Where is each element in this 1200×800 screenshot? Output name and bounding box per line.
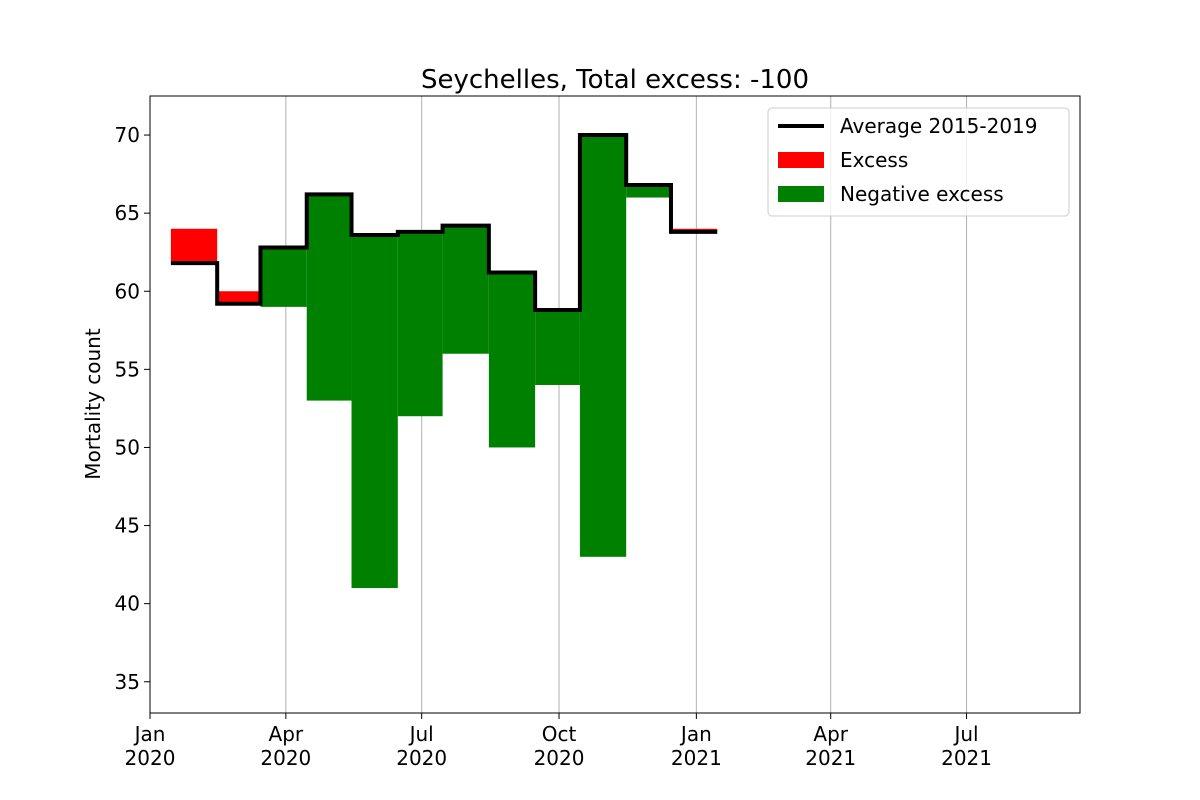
negative-excess-bar: [579, 135, 627, 557]
legend-excess-label: Excess: [840, 148, 908, 172]
x-tick-label-month: Jul: [952, 722, 978, 746]
x-tick-label-month: Apr: [269, 722, 304, 746]
x-tick-label-month: Jan: [679, 722, 712, 746]
x-tick-label-month: Apr: [813, 722, 848, 746]
x-tick-label-month: Jul: [408, 722, 434, 746]
negative-excess-bar: [442, 225, 489, 354]
x-axis-ticks: Jan2020Apr2020Jul2020Oct2020Jan2021Apr20…: [125, 713, 992, 770]
legend-box: [767, 107, 1070, 217]
average-step-line: [170, 133, 718, 312]
excess-bar: [170, 228, 218, 264]
y-tick-label: 65: [115, 201, 140, 225]
y-tick-label: 55: [115, 357, 140, 381]
y-tick-label: 60: [115, 279, 140, 303]
legend-average-label: Average 2015-2019: [840, 114, 1038, 138]
x-tick-label-month: Jan: [133, 722, 166, 746]
negative-excess-bar: [535, 309, 580, 385]
y-tick-label: 40: [115, 592, 140, 616]
plot-frame: [149, 95, 1081, 714]
x-tick-label-year: 2020: [534, 746, 585, 770]
negative-excess-bar: [397, 231, 443, 417]
x-tick-label-year: 2021: [941, 746, 992, 770]
y-axis-label: Mortality count: [81, 328, 105, 480]
excess-bar: [217, 291, 261, 304]
y-tick-label: 35: [115, 670, 140, 694]
y-tick-label: 45: [115, 514, 140, 538]
legend-negative-excess-label: Negative excess: [840, 182, 1004, 206]
average-line: [170, 133, 718, 312]
negative-excess-bar: [351, 235, 398, 589]
chart-title: Seychelles, Total excess: -100: [421, 65, 809, 95]
negative-excess-bar: [488, 272, 536, 448]
negative-excess-bar: [260, 247, 307, 307]
legend-excess-swatch: [778, 152, 824, 168]
y-tick-label: 50: [115, 435, 140, 459]
x-tick-label-year: 2020: [260, 746, 311, 770]
x-tick-label-year: 2020: [396, 746, 447, 770]
y-axis-ticks: 35 40 45 50 55 60 65 70: [115, 123, 150, 694]
x-tick-label-year: 2021: [805, 746, 856, 770]
legend: Average 2015-2019 Excess Negative excess: [767, 107, 1070, 217]
y-tick-label: 70: [115, 123, 140, 147]
negative-excess-bar: [626, 185, 671, 198]
excess-fills: [170, 135, 718, 589]
x-tick-label-month: Oct: [542, 722, 577, 746]
x-tick-label-year: 2020: [125, 746, 176, 770]
x-tick-label-year: 2021: [671, 746, 722, 770]
negative-excess-bar: [306, 194, 352, 401]
legend-negative-excess-swatch: [778, 186, 824, 202]
